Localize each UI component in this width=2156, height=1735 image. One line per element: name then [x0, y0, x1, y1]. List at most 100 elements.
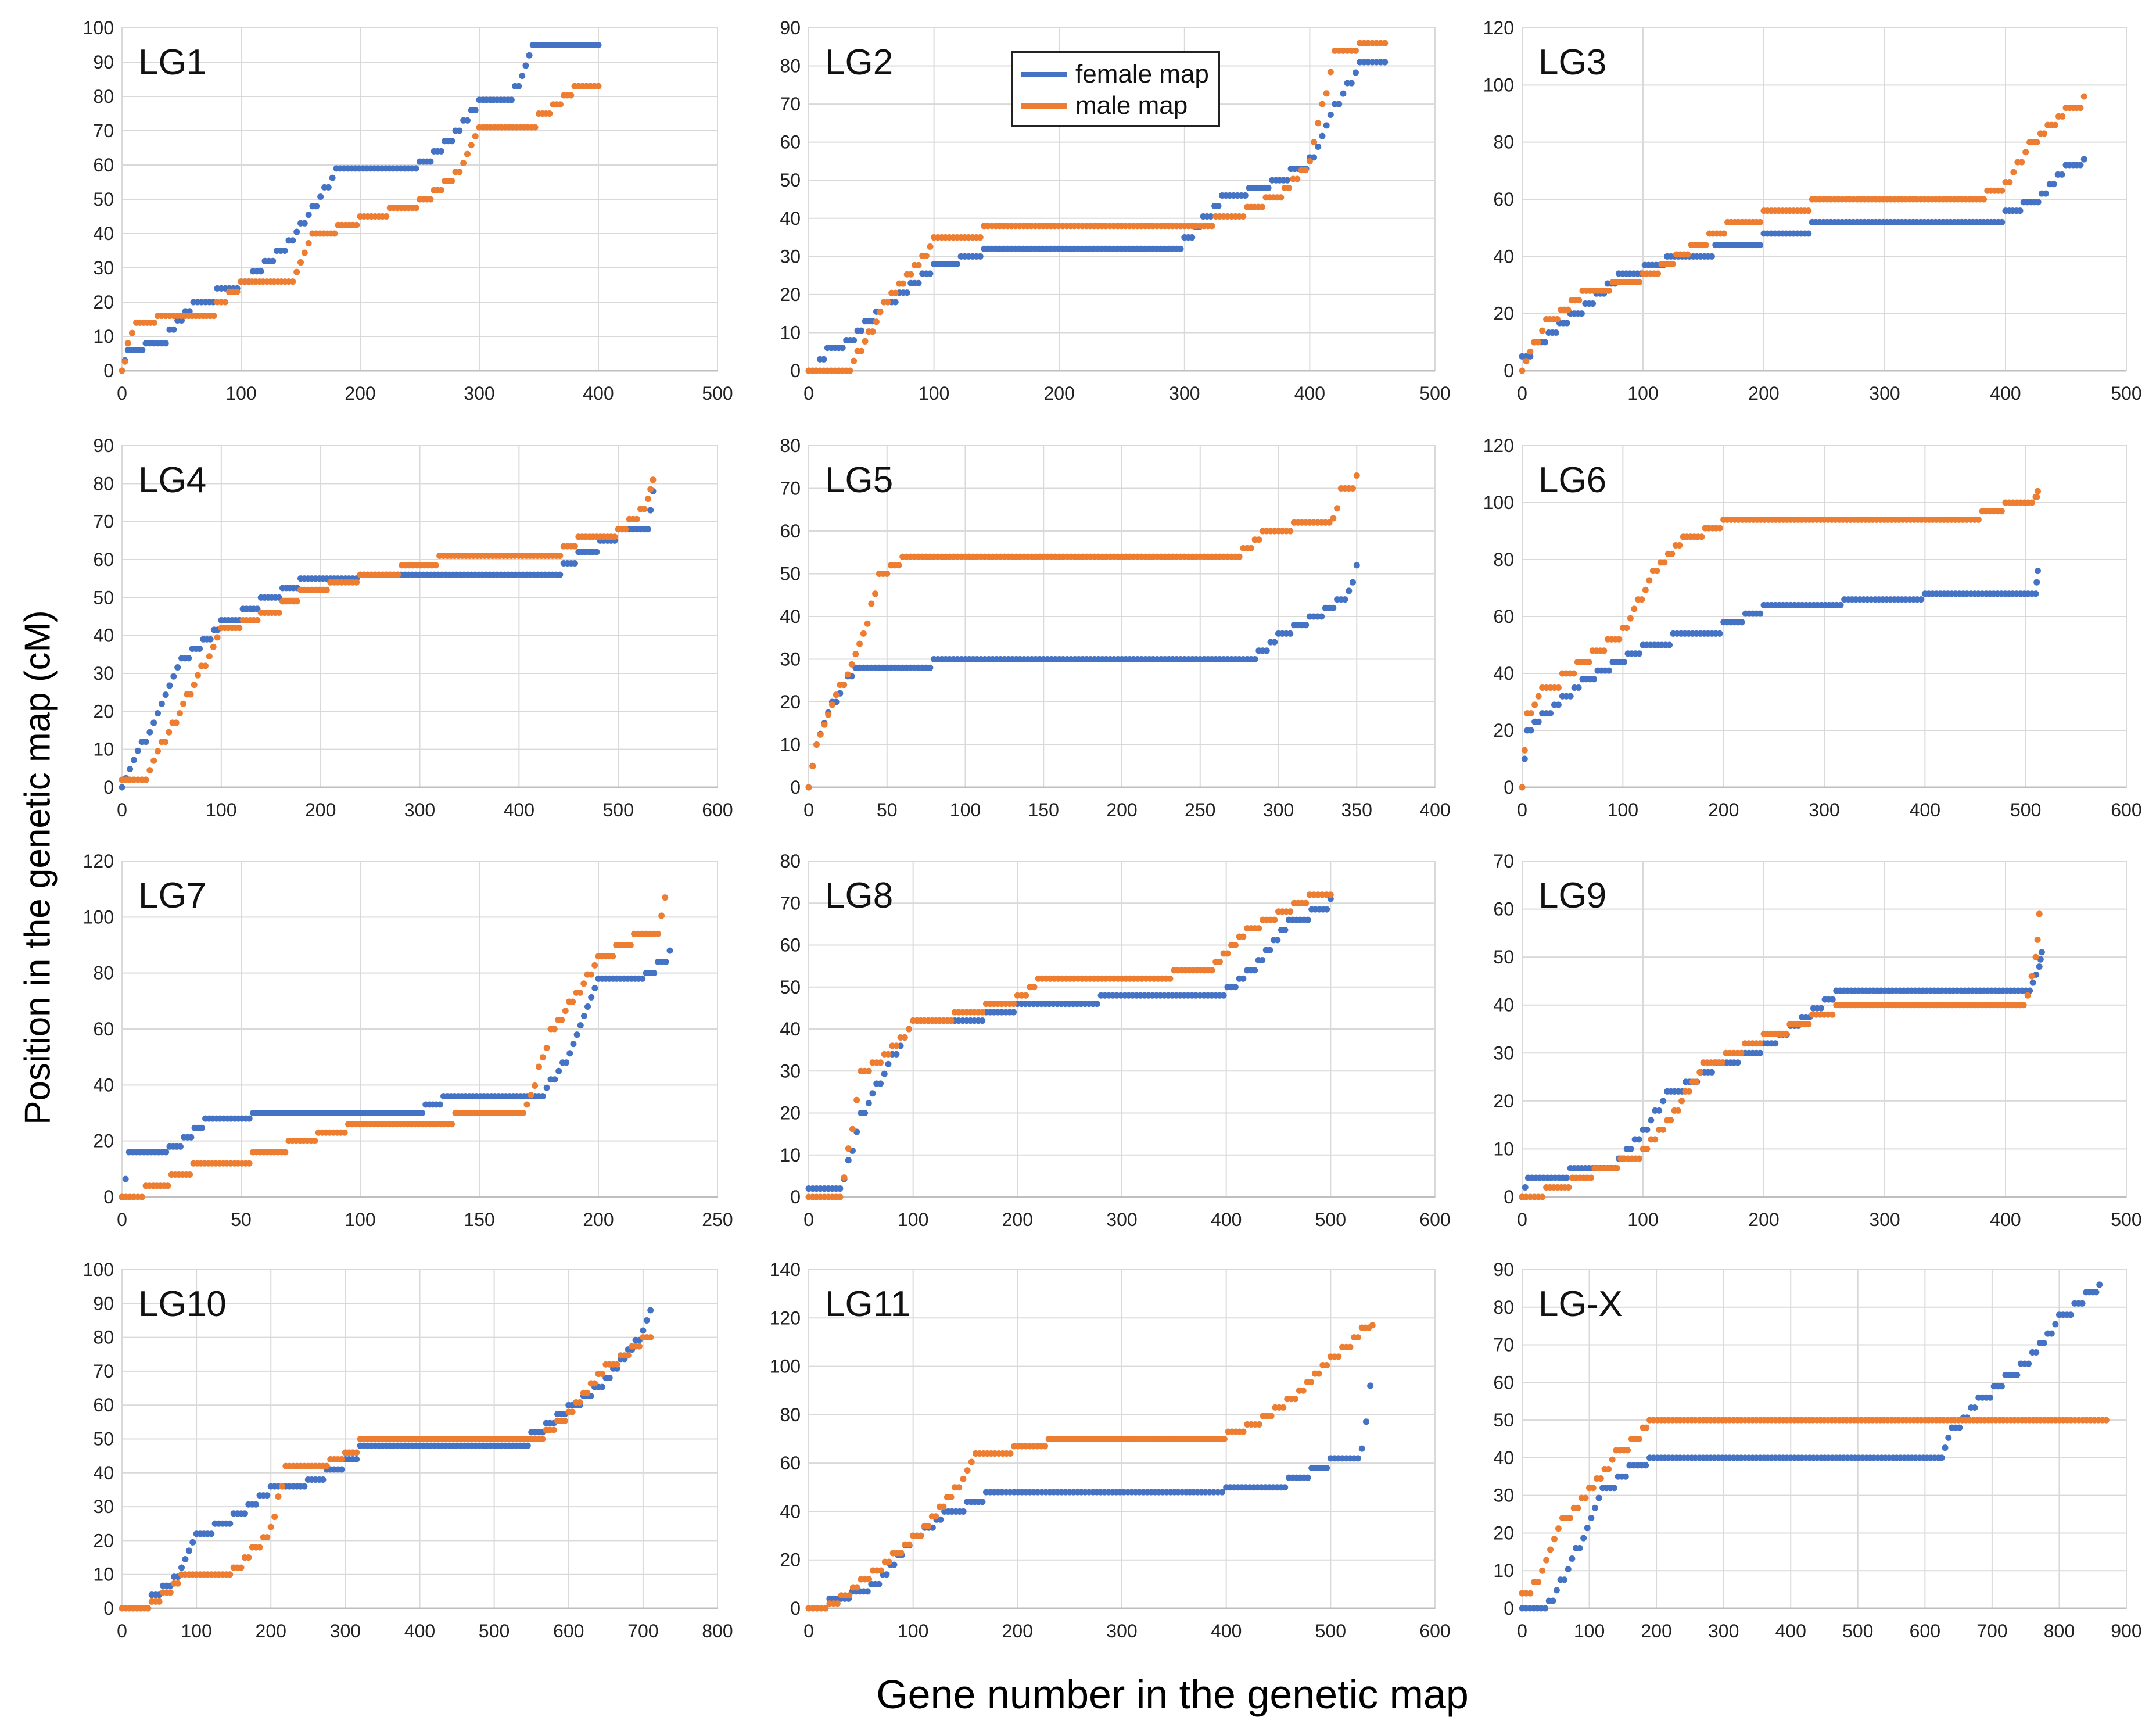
data-point — [515, 83, 522, 89]
data-point — [1757, 610, 1764, 617]
data-point — [1667, 1117, 1674, 1124]
data-point — [550, 1426, 557, 1433]
data-point — [246, 1115, 253, 1122]
data-point — [1971, 1404, 1978, 1411]
data-point — [666, 947, 673, 954]
data-point — [1716, 630, 1723, 637]
data-point — [1240, 933, 1247, 940]
data-point — [2096, 1281, 2103, 1288]
data-point — [1294, 175, 1301, 182]
y-tick-label: 40 — [1493, 995, 1514, 1016]
data-point — [1348, 80, 1355, 87]
y-tick-label: 40 — [93, 223, 114, 244]
data-point — [844, 671, 851, 678]
data-point — [647, 1334, 654, 1341]
y-tick-label: 50 — [780, 977, 801, 998]
data-point — [571, 560, 578, 567]
x-tick-label: 500 — [602, 800, 633, 820]
chart-lg9: 0 10 20 30 40 50 60 70 0 100 200 300 400 500 LG9 — [1493, 851, 2141, 1230]
data-point — [1523, 358, 1530, 365]
chart-lg4: 0 10 20 30 40 50 60 70 80 90 0 100 200 300 400 500 600 LG… — [93, 435, 733, 820]
data-point — [1189, 234, 1196, 241]
y-tick-label: 10 — [93, 739, 114, 760]
data-point — [1304, 1474, 1311, 1481]
data-point — [464, 117, 471, 124]
data-point — [825, 711, 832, 718]
data-point — [1271, 639, 1278, 646]
data-point — [1093, 1001, 1100, 1008]
data-point — [1644, 1145, 1651, 1152]
data-point — [901, 1034, 908, 1041]
y-tick-label: 50 — [93, 1429, 114, 1450]
data-point — [625, 1352, 632, 1359]
y-tick-label: 20 — [780, 284, 801, 305]
data-point — [526, 52, 533, 59]
data-point — [146, 729, 153, 736]
data-point — [1242, 192, 1249, 199]
data-point — [1251, 967, 1258, 974]
data-point — [1167, 975, 1174, 982]
data-point — [271, 1514, 278, 1521]
data-point — [1635, 1136, 1642, 1143]
data-point — [1642, 1462, 1649, 1469]
data-point — [580, 1013, 587, 1020]
data-point — [927, 270, 934, 277]
data-point — [885, 1051, 892, 1058]
y-tick-label: 60 — [93, 549, 114, 570]
data-point — [437, 187, 444, 193]
series-female-map — [119, 487, 657, 791]
x-tick-label: 100 — [1627, 383, 1658, 404]
x-tick-label: 0 — [117, 800, 127, 820]
series-female-map — [805, 1382, 1374, 1612]
y-tick-label: 40 — [780, 606, 801, 627]
data-point — [246, 1160, 253, 1167]
data-point — [1302, 167, 1309, 174]
y-tick-label: 10 — [1493, 1560, 1514, 1581]
data-point — [1585, 658, 1592, 665]
data-point — [1353, 562, 1360, 569]
data-point — [1805, 230, 1812, 237]
data-point — [464, 150, 471, 157]
y-tick-label: 60 — [780, 521, 801, 542]
y-tick-label: 70 — [93, 511, 114, 532]
data-point — [1236, 553, 1243, 560]
x-tick-label: 300 — [1869, 1209, 1900, 1230]
data-point — [598, 1383, 605, 1390]
data-point — [1622, 1473, 1629, 1480]
data-point — [885, 1558, 892, 1565]
data-point — [162, 340, 169, 347]
data-point — [864, 1588, 871, 1595]
data-point — [956, 1484, 963, 1491]
y-tick-label: 80 — [1493, 549, 1514, 570]
data-point — [979, 1017, 986, 1024]
data-point — [532, 1082, 539, 1089]
data-point — [1661, 559, 1668, 566]
chart-title: LG5 — [825, 460, 893, 500]
data-point — [323, 586, 330, 593]
y-tick-label: 60 — [1493, 189, 1514, 210]
y-tick-label: 100 — [83, 1259, 114, 1280]
x-tick-label: 300 — [1708, 1621, 1739, 1641]
data-point — [1666, 641, 1673, 648]
data-point — [1535, 339, 1542, 346]
data-point — [1539, 1193, 1546, 1200]
data-point — [851, 357, 858, 364]
data-point — [158, 700, 165, 707]
chart-lg3: 0 20 40 60 80 100 120 0 100 200 300 400 500 LG3 — [1483, 17, 2142, 404]
x-tick-label: 250 — [1185, 800, 1215, 820]
data-point — [142, 739, 149, 745]
data-point — [254, 617, 261, 624]
x-tick-label: 800 — [702, 1621, 733, 1641]
y-tick-label: 10 — [780, 734, 801, 755]
data-point — [432, 562, 439, 569]
x-tick-label: 900 — [2111, 1621, 2141, 1641]
chart-title: LG9 — [1538, 876, 1606, 916]
data-point — [1999, 187, 2006, 194]
data-point — [809, 762, 816, 769]
data-point — [873, 318, 880, 325]
chart-title: LG8 — [825, 876, 893, 916]
data-point — [1221, 1436, 1228, 1442]
chart-title: LG3 — [1538, 42, 1606, 83]
y-tick-label: 0 — [790, 360, 801, 381]
data-point — [1287, 908, 1294, 915]
